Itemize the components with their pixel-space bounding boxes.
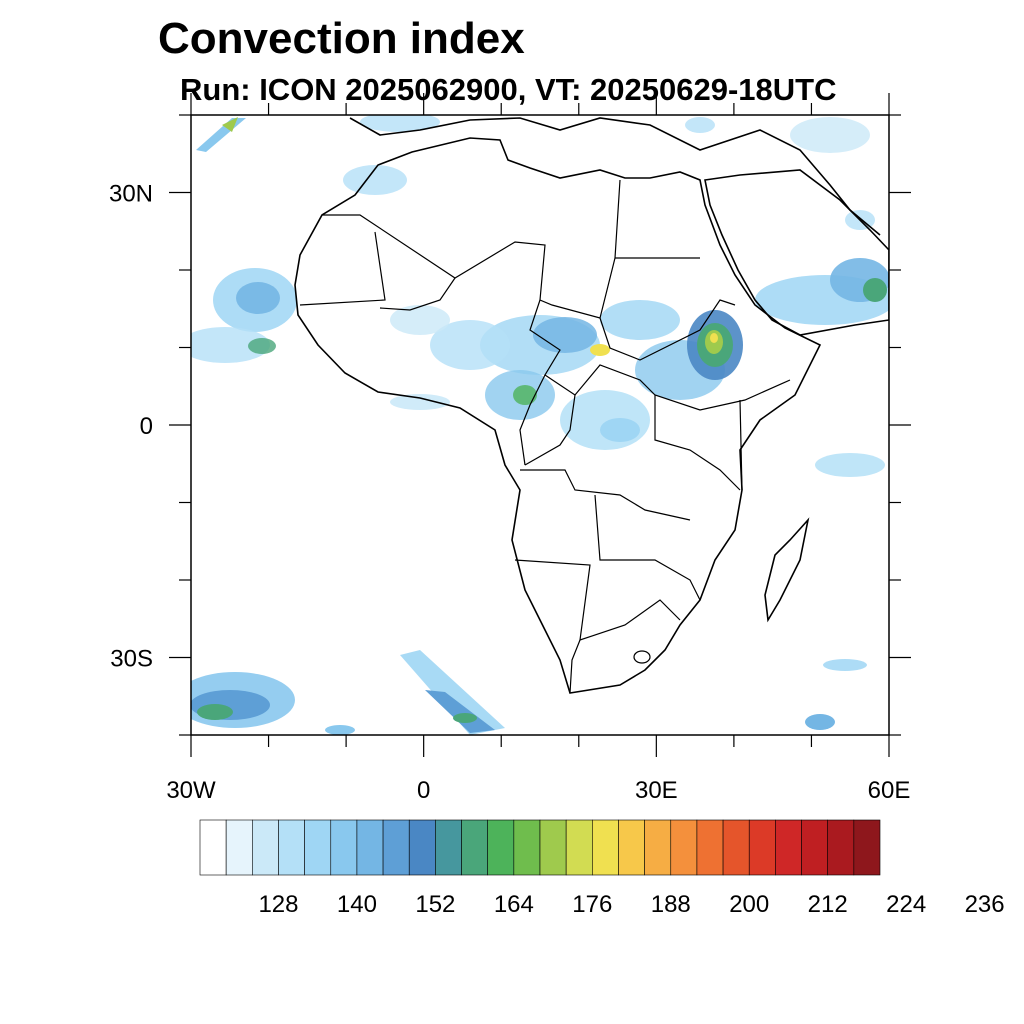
colorbar-label: 236 (965, 891, 1005, 918)
lat-tick-label: 30S (110, 646, 153, 673)
colorbar-box (487, 819, 515, 876)
colorbar: 128 140 152 164 176 188 200 212 224 236 (199, 819, 1005, 918)
colorbar-label: 140 (337, 891, 377, 918)
axis-ticks (169, 93, 911, 757)
colorbar-box (330, 819, 358, 876)
colorbar-box (565, 819, 593, 876)
lon-tick-label: 0 (417, 777, 430, 804)
colorbar-box (644, 819, 672, 876)
colorbar-box (775, 819, 802, 876)
lon-tick-label: 60E (868, 777, 911, 804)
country-borders (299, 179, 791, 694)
colorbar-box (304, 819, 332, 876)
colorbar-box (748, 819, 776, 876)
colorbar-box (696, 819, 724, 876)
colorbar-box (801, 819, 828, 876)
colorbar-box (252, 819, 279, 876)
colorbar-box (827, 819, 855, 876)
lon-tick-label: 30W (166, 777, 216, 804)
convection-field (191, 115, 889, 735)
colorbar-label: 212 (808, 891, 848, 918)
colorbar-box (435, 819, 462, 876)
arabia-coastline (704, 169, 889, 336)
colorbar-box (618, 819, 645, 876)
lon-tick-label: 30E (635, 777, 678, 804)
colorbar-box (408, 819, 436, 876)
colorbar-label: 152 (415, 891, 455, 918)
colorbar-label: 128 (258, 891, 298, 918)
lesotho-border (633, 650, 651, 664)
colorbar-box (199, 819, 227, 876)
colorbar-box (225, 819, 253, 876)
colorbar-box (278, 819, 305, 876)
colorbar-label: 200 (729, 891, 769, 918)
madagascar-coastline (764, 517, 810, 623)
lat-tick-label: 0 (140, 413, 153, 440)
colorbar-box (853, 819, 881, 876)
colorbar-label: 188 (651, 891, 691, 918)
colorbar-label: 176 (572, 891, 612, 918)
colorbar-box (513, 819, 541, 876)
colorbar-box (356, 819, 384, 876)
map-title: Convection index (158, 14, 525, 63)
run-subtitle: Run: ICON 2025062900, VT: 20250629-18UTC (180, 72, 837, 107)
colorbar-box (592, 819, 619, 876)
colorbar-box (722, 819, 750, 876)
colorbar-box (461, 819, 488, 876)
africa-coastline (294, 137, 822, 694)
plot-frame (190, 114, 890, 736)
colorbar-box (670, 819, 698, 876)
colorbar-label: 224 (886, 891, 926, 918)
colorbar-box (382, 819, 410, 876)
colorbar-label: 164 (494, 891, 534, 918)
lat-tick-label: 30N (109, 181, 153, 208)
axis-labels: 30W 0 30E 60E 30N 0 30S (109, 181, 910, 805)
colorbar-box (539, 819, 567, 876)
europe-coastline (349, 117, 881, 236)
